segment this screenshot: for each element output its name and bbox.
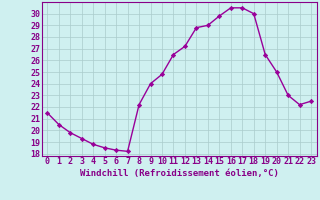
X-axis label: Windchill (Refroidissement éolien,°C): Windchill (Refroidissement éolien,°C) [80, 169, 279, 178]
